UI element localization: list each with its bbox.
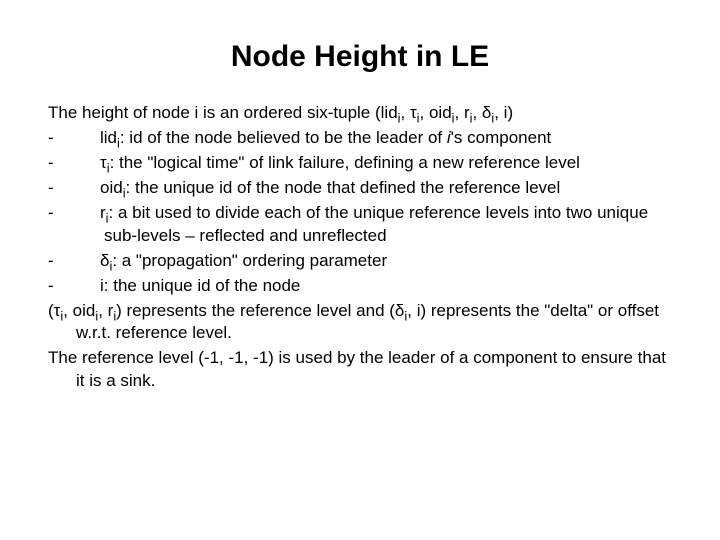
sub-i: i <box>417 110 420 125</box>
bullet-r: -ri: a bit used to divide each of the un… <box>48 202 672 248</box>
dash-icon: - <box>76 202 100 225</box>
bullet-rest: : id of the node believed to be the lead… <box>120 128 447 147</box>
bullet-sym: oid <box>100 178 123 197</box>
dash-icon: - <box>76 152 100 175</box>
dash-icon: - <box>76 127 100 150</box>
bullet-delta: -δi: a "propagation" ordering parameter <box>48 250 672 273</box>
slide-title: Node Height in LE <box>48 40 672 74</box>
bullet-i: -i: the unique id of the node <box>48 275 672 298</box>
ref-level-line: (τi, oidi, ri) represents the reference … <box>48 300 672 346</box>
bullet-rest: : the unique id of the node <box>104 276 301 295</box>
bullet-rest: : the unique id of the node that defined… <box>126 178 561 197</box>
sub-i: i <box>452 110 455 125</box>
bullet-sym: lid <box>100 128 117 147</box>
bullet-oid: -oidi: the unique id of the node that de… <box>48 177 672 200</box>
bullet-sym: τ <box>100 153 107 172</box>
p2c: , r <box>98 301 113 320</box>
bullet-rest: : a "propagation" ordering parameter <box>112 251 387 270</box>
bullet-tau: -τi: the "logical time" of link failure,… <box>48 152 672 175</box>
p2d: ) represents the reference level and (δ <box>116 301 404 320</box>
slide-body: The height of node i is an ordered six-t… <box>48 102 672 393</box>
p2a: (τ <box>48 301 60 320</box>
dash-icon: - <box>76 177 100 200</box>
p2b: , oid <box>63 301 95 320</box>
sub-i: i <box>470 110 473 125</box>
bullet-rest: : the "logical time" of link failure, de… <box>110 153 580 172</box>
intro-text: The height of node i is an ordered six-t… <box>48 103 398 122</box>
sink-line: The reference level (-1, -1, -1) is used… <box>48 347 672 393</box>
slide: Node Height in LE The height of node i i… <box>0 0 720 540</box>
bullet-lid: -lidi: id of the node believed to be the… <box>48 127 672 150</box>
dash-icon: - <box>76 250 100 273</box>
dash-icon: - <box>76 275 100 298</box>
sub-i: i <box>398 110 401 125</box>
intro-tail: , i) <box>494 103 513 122</box>
bullet-rest: : a bit used to divide each of the uniqu… <box>104 203 648 245</box>
intro-line: The height of node i is an ordered six-t… <box>48 102 672 125</box>
bullet-tail: 's component <box>451 128 552 147</box>
